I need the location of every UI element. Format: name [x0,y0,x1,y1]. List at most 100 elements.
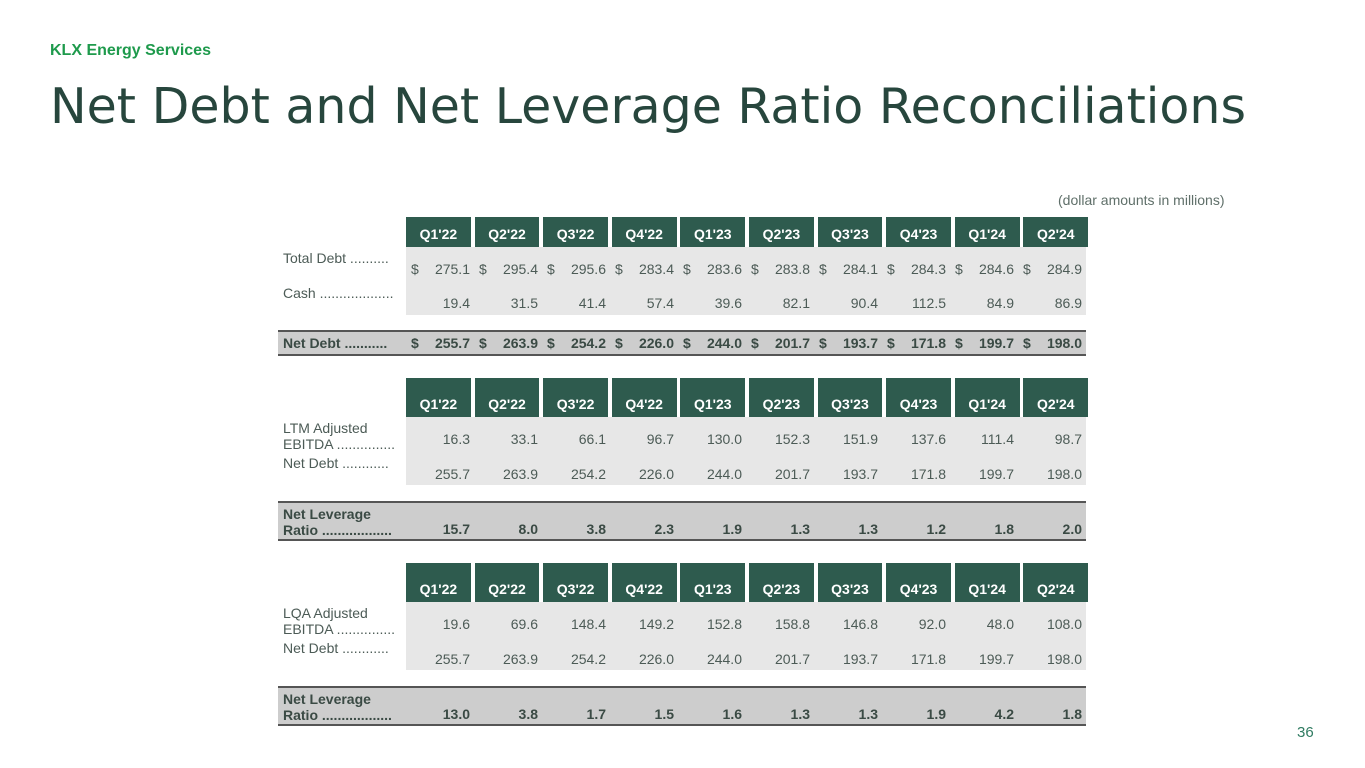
table-cell: 86.9 [1054,295,1082,311]
table-cell: 1.9 [722,521,742,537]
column-header: Q4'23 [886,378,951,417]
table-cell: 199.7 [978,466,1014,482]
table-cell: 3.8 [518,706,538,722]
table-cell: 111.4 [981,431,1014,447]
column-header: Q2'23 [748,378,814,417]
table-cell: 244.0 [706,651,742,667]
currency-symbol: $ [479,261,487,277]
column-header: Q3'23 [817,217,883,247]
table-row: 255.7 263.9 254.2 226.0 244.0 201.7 193.7 171.8… [406,651,1086,667]
currency-symbol: $ [615,261,623,277]
table-cell: 1.2 [926,521,946,537]
table-cell: $201.7 [746,335,814,351]
table-cell: 130.0 [706,431,742,447]
column-header: Q2'22 [474,378,540,417]
column-header: Q1'24 [954,217,1020,247]
row-label-total-debt: Total Debt .......... [283,250,389,266]
row-label-net-debt: Net Debt ............ [283,455,389,471]
table-cell: 1.6 [722,706,742,722]
table-cell: 41.4 [578,295,606,311]
table-cell: 1.3 [858,706,878,722]
table-cell: 31.5 [510,295,538,311]
cell-value: 284.3 [910,261,946,277]
currency-symbol: $ [751,261,759,277]
table-cell: 149.2 [638,616,674,632]
cell-value: 295.4 [502,261,538,277]
table-cell: 19.4 [442,295,470,311]
table-cell: $284.1 [814,261,882,277]
table-row: $275.1 $295.4 $295.6 $283.4 $283.6 $283.8 $284… [406,261,1086,277]
table-cell: $171.8 [882,335,950,351]
currency-symbol: $ [411,261,419,277]
column-header: Q1'22 [406,563,471,602]
column-header: Q3'23 [817,378,883,417]
table-cell: 199.7 [978,651,1014,667]
row-label-net-debt: Net Debt ............ [283,640,389,656]
cell-value: 171.8 [910,335,946,351]
table-cell: 48.0 [986,616,1014,632]
cell-value: 226.0 [638,335,674,351]
table-cell: $295.6 [542,261,610,277]
column-header: Q2'22 [474,217,540,247]
column-header: Q1'22 [406,378,471,417]
table-cell: 263.9 [502,651,538,667]
table-row: 19.4 31.5 41.4 57.4 39.6 82.1 90.4 112.5 84.9 86.… [406,295,1086,311]
table-cell: $254.2 [542,335,610,351]
page-number: 36 [1297,724,1314,741]
currency-symbol: $ [1023,335,1031,351]
table-cell: $284.3 [882,261,950,277]
cell-value: 295.6 [570,261,606,277]
currency-symbol: $ [955,335,963,351]
table-cell: 152.8 [706,616,742,632]
row-label-net-leverage-ratio: Net Leverage Ratio .................. [283,691,392,723]
table-cell: 2.0 [1062,521,1082,537]
table-cell: 90.4 [850,295,878,311]
column-header: Q1'23 [680,563,746,602]
cell-value: 284.9 [1046,261,1082,277]
column-header: Q2'22 [474,563,540,602]
currency-symbol: $ [1023,261,1031,277]
total-row: Net Leverage Ratio .................. 13… [278,686,1086,726]
table-cell: 152.3 [774,431,810,447]
cell-value: 193.7 [842,335,878,351]
lqa-leverage-table: Q1'22 Q2'22 Q3'22 Q4'22 Q1'23 Q2'23 Q3'23 Q4'23… [278,563,1089,727]
cell-value: 199.7 [978,335,1014,351]
table-row: 19.6 69.6 148.4 149.2 152.8 158.8 146.8 92.0 48.… [406,616,1086,632]
table-cell: 263.9 [502,466,538,482]
table-cell: 201.7 [774,466,810,482]
row-label-ltm-ebitda: LTM Adjusted EBITDA ............... [283,420,395,452]
currency-symbol: $ [683,335,691,351]
table-cell: 151.9 [842,431,878,447]
table-cell: $283.6 [678,261,746,277]
table-cell: $263.9 [474,335,542,351]
currency-symbol: $ [683,261,691,277]
label-line1: Net Leverage [283,691,371,707]
company-name: KLX Energy Services [50,42,211,59]
table-body [406,247,1086,315]
table-row: 16.3 33.1 66.1 96.7 130.0 152.3 151.9 137.6 111.… [406,431,1086,447]
column-header: Q2'24 [1023,378,1089,417]
table-cell: 92.0 [918,616,946,632]
table-cell: 66.1 [578,431,606,447]
table-cell: 19.6 [442,616,470,632]
column-header: Q3'22 [543,563,608,602]
table-cell: 255.7 [434,651,470,667]
label-line2: EBITDA ............... [283,621,396,637]
row-label-net-leverage-ratio: Net Leverage Ratio .................. [283,506,392,538]
row-label-lqa-ebitda: LQA Adjusted EBITDA ............... [283,605,395,637]
table-cell: $284.9 [1018,261,1086,277]
cell-value: 263.9 [502,335,538,351]
table-cell: 254.2 [570,466,606,482]
table-cell: 84.9 [986,295,1014,311]
table-body [406,602,1086,670]
table-cell: $255.7 [406,335,474,351]
table-cell: 1.8 [1062,706,1082,722]
page-title: Net Debt and Net Leverage Ratio Reconcil… [50,78,1246,135]
label-line1: LQA Adjusted [283,605,368,621]
label-line2: EBITDA ............... [283,436,396,452]
cell-value: 283.8 [774,261,810,277]
cell-value: 283.6 [706,261,742,277]
column-header: Q1'24 [954,563,1020,602]
table-cell: 1.7 [586,706,606,722]
table-cell: $283.4 [610,261,678,277]
